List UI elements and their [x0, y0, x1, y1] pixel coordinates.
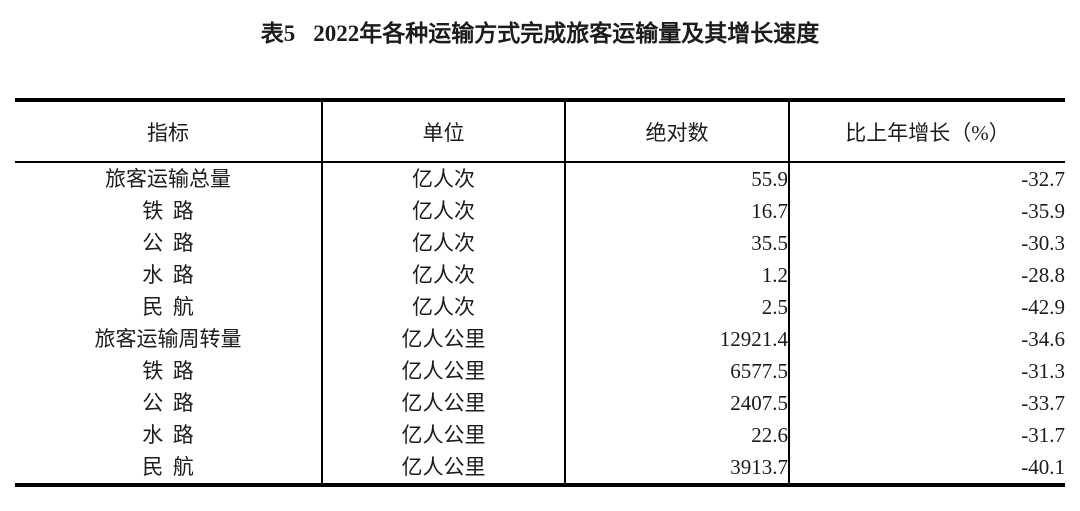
- cell-indicator: 公路: [15, 227, 322, 259]
- cell-unit: 亿人次: [321, 259, 565, 291]
- table-number: 表5: [260, 21, 296, 46]
- indicator-label: 铁路: [142, 199, 204, 223]
- document-page: 表5 2022年各种运输方式完成旅客运输量及其增长速度 指标 单位 绝对数 比上年…: [0, 0, 1080, 487]
- cell-growth-rate: -30.3: [788, 227, 1065, 259]
- cell-indicator: 水路: [15, 259, 322, 291]
- cell-growth-rate: -28.8: [788, 259, 1065, 291]
- table-row: 旅客运输总量 亿人次 55.9 -32.7: [15, 162, 1065, 195]
- table-row: 公路 亿人次 35.5 -30.3: [15, 227, 1065, 259]
- column-header-absolute-value: 绝对数: [564, 100, 789, 163]
- cell-unit: 亿人次: [321, 195, 565, 227]
- cell-growth-rate: -31.3: [788, 355, 1065, 387]
- cell-growth-rate: -34.6: [788, 323, 1065, 355]
- cell-growth-rate: -35.9: [788, 195, 1065, 227]
- column-header-indicator: 指标: [15, 100, 322, 163]
- table-row: 水路 亿人公里 22.6 -31.7: [15, 419, 1065, 451]
- statistics-table: 指标 单位 绝对数 比上年增长（%） 旅客运输总量 亿人次 55.9 -32.7…: [15, 98, 1065, 487]
- cell-growth-rate: -40.1: [788, 451, 1065, 485]
- cell-indicator: 铁路: [15, 195, 322, 227]
- indicator-label: 水路: [142, 423, 204, 447]
- cell-indicator: 公路: [15, 387, 322, 419]
- cell-unit: 亿人公里: [321, 387, 565, 419]
- cell-unit: 亿人公里: [321, 451, 565, 485]
- table-row: 民航 亿人公里 3913.7 -40.1: [15, 451, 1065, 485]
- cell-growth-rate: -42.9: [788, 291, 1065, 323]
- cell-growth-rate: -33.7: [788, 387, 1065, 419]
- table-row: 民航 亿人次 2.5 -42.9: [15, 291, 1065, 323]
- cell-absolute-value: 16.7: [564, 195, 789, 227]
- table-row: 铁路 亿人次 16.7 -35.9: [15, 195, 1065, 227]
- table-row: 旅客运输周转量 亿人公里 12921.4 -34.6: [15, 323, 1065, 355]
- cell-unit: 亿人次: [321, 162, 565, 195]
- indicator-label: 铁路: [142, 359, 204, 383]
- table-header-row: 指标 单位 绝对数 比上年增长（%）: [15, 100, 1065, 163]
- cell-absolute-value: 35.5: [564, 227, 789, 259]
- table-caption: 表5 2022年各种运输方式完成旅客运输量及其增长速度: [0, 0, 1080, 48]
- cell-absolute-value: 3913.7: [564, 451, 789, 485]
- indicator-label: 旅客运输周转量: [94, 327, 242, 351]
- indicator-label: 民航: [142, 295, 204, 319]
- cell-unit: 亿人次: [321, 227, 565, 259]
- indicator-label: 民航: [142, 455, 204, 479]
- cell-indicator: 民航: [15, 291, 322, 323]
- cell-absolute-value: 2407.5: [564, 387, 789, 419]
- indicator-label: 公路: [142, 391, 204, 415]
- cell-indicator: 旅客运输周转量: [15, 323, 322, 355]
- column-header-unit: 单位: [321, 100, 565, 163]
- cell-unit: 亿人公里: [321, 419, 565, 451]
- cell-indicator: 铁路: [15, 355, 322, 387]
- indicator-label: 公路: [142, 231, 204, 255]
- indicator-label: 水路: [142, 263, 204, 287]
- cell-growth-rate: -31.7: [788, 419, 1065, 451]
- cell-unit: 亿人公里: [321, 323, 565, 355]
- table-row: 铁路 亿人公里 6577.5 -31.3: [15, 355, 1065, 387]
- cell-absolute-value: 6577.5: [564, 355, 789, 387]
- cell-indicator: 民航: [15, 451, 322, 485]
- cell-indicator: 旅客运输总量: [15, 162, 322, 195]
- table-title: 2022年各种运输方式完成旅客运输量及其增长速度: [313, 21, 820, 46]
- column-header-growth-rate: 比上年增长（%）: [788, 100, 1065, 163]
- cell-absolute-value: 12921.4: [564, 323, 789, 355]
- cell-indicator: 水路: [15, 419, 322, 451]
- cell-absolute-value: 55.9: [564, 162, 789, 195]
- cell-absolute-value: 1.2: [564, 259, 789, 291]
- cell-absolute-value: 2.5: [564, 291, 789, 323]
- cell-unit: 亿人公里: [321, 355, 565, 387]
- cell-growth-rate: -32.7: [788, 162, 1065, 195]
- cell-unit: 亿人次: [321, 291, 565, 323]
- table-row: 公路 亿人公里 2407.5 -33.7: [15, 387, 1065, 419]
- indicator-label: 旅客运输总量: [105, 167, 231, 191]
- cell-absolute-value: 22.6: [564, 419, 789, 451]
- table-row: 水路 亿人次 1.2 -28.8: [15, 259, 1065, 291]
